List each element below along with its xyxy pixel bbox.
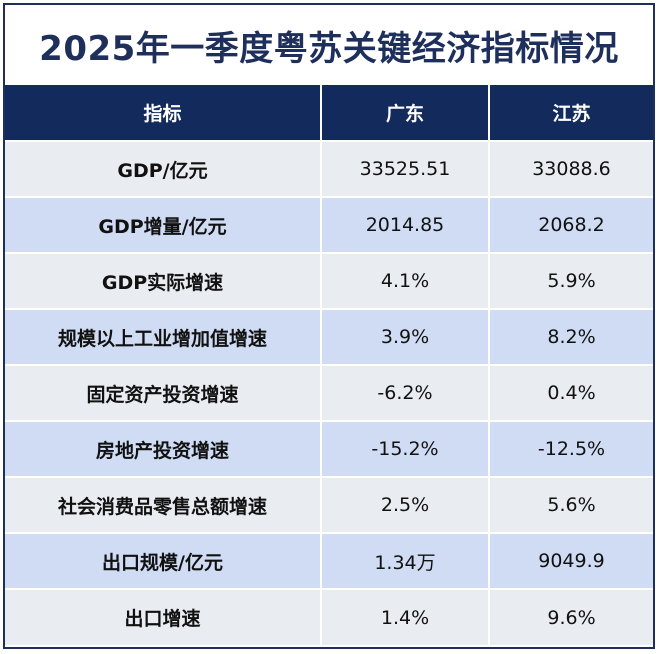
jiangsu-value: 2068.2 [489,196,653,253]
guangdong-value: -15.2% [321,420,490,477]
indicator-label: 出口规模/亿元 [5,532,322,589]
table-row: 出口规模/亿元 1.34万 9049.9 [5,532,653,589]
indicator-label: GDP/亿元 [5,140,322,197]
header-indicator: 指标 [5,85,322,141]
table-row: GDP增量/亿元 2014.85 2068.2 [5,196,653,253]
table-row: 规模以上工业增加值增速 3.9% 8.2% [5,308,653,365]
jiangsu-value: 9049.9 [489,532,653,589]
indicator-label: 固定资产投资增速 [5,364,322,421]
guangdong-value: 4.1% [321,252,490,309]
table-row: 社会消费品零售总额增速 2.5% 5.6% [5,476,653,533]
jiangsu-value: 9.6% [489,588,653,645]
table-row: 房地产投资增速 -15.2% -12.5% [5,420,653,477]
table-title: 2025年一季度粤苏关键经济指标情况 [5,5,653,85]
jiangsu-value: 0.4% [489,364,653,421]
guangdong-value: 2014.85 [321,196,490,253]
table-row: GDP/亿元 33525.51 33088.6 [5,140,653,197]
jiangsu-value: 5.6% [489,476,653,533]
jiangsu-value: 8.2% [489,308,653,365]
table-row: 固定资产投资增速 -6.2% 0.4% [5,364,653,421]
indicator-label: GDP实际增速 [5,252,322,309]
indicator-table: 指标 广东 江苏 GDP/亿元 33525.51 33088.6 GDP增量/亿… [5,85,653,645]
indicator-label: 房地产投资增速 [5,420,322,477]
table-body: GDP/亿元 33525.51 33088.6 GDP增量/亿元 2014.85… [5,140,653,645]
indicator-label: 社会消费品零售总额增速 [5,476,322,533]
table-header: 指标 广东 江苏 [5,85,653,141]
table-row: 出口增速 1.4% 9.6% [5,588,653,645]
jiangsu-value: -12.5% [489,420,653,477]
guangdong-value: -6.2% [321,364,490,421]
indicator-label: 规模以上工业增加值增速 [5,308,322,365]
table-row: GDP实际增速 4.1% 5.9% [5,252,653,309]
header-row: 指标 广东 江苏 [5,85,653,141]
indicator-label: 出口增速 [5,588,322,645]
indicator-label: GDP增量/亿元 [5,196,322,253]
guangdong-value: 3.9% [321,308,490,365]
jiangsu-value: 5.9% [489,252,653,309]
guangdong-value: 1.34万 [321,532,490,589]
header-jiangsu: 江苏 [552,103,591,125]
header-guangdong: 广东 [321,85,490,141]
guangdong-value: 33525.51 [321,140,490,197]
guangdong-value: 2.5% [321,476,490,533]
table-card: 2025年一季度粤苏关键经济指标情况 指标 广东 江苏 GDP/亿元 33525… [3,3,655,649]
jiangsu-value: 33088.6 [489,140,653,197]
guangdong-value: 1.4% [321,588,490,645]
